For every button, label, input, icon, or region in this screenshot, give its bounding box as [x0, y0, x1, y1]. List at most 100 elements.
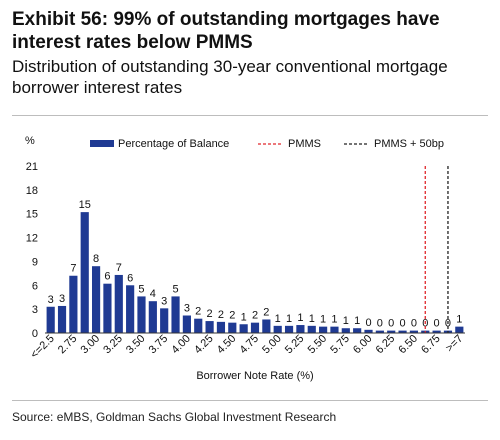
bar-value-label: 2 — [252, 310, 258, 322]
bar-value-label: 0 — [434, 318, 440, 330]
bar — [398, 330, 407, 333]
bar — [182, 315, 191, 333]
x-tick-label: 6.00 — [351, 333, 375, 357]
bar-value-label: 1 — [297, 312, 303, 324]
x-tick-label: >=7 — [444, 333, 466, 355]
bar — [273, 325, 282, 333]
bar — [409, 330, 419, 333]
bar-value-label: 3 — [161, 295, 167, 307]
bar-series: 33715867654353222212211111111000000001 — [46, 199, 464, 333]
bar — [194, 318, 203, 333]
bar-value-label: 0 — [400, 318, 406, 330]
bar-value-label: 3 — [59, 293, 65, 305]
x-tick-label: 3.50 — [124, 333, 148, 357]
bar — [250, 322, 260, 333]
bar-value-label: 4 — [150, 288, 156, 300]
bar — [307, 325, 316, 333]
bar-value-label: 2 — [195, 306, 201, 318]
mortgage-rate-distribution-chart: % Percentage of Balance PMMS PMMS + 50bp… — [25, 135, 465, 382]
x-tick-label: 4.00 — [169, 333, 193, 357]
bar-value-label: 2 — [207, 308, 213, 320]
source-note: Source: eMBS, Goldman Sachs Global Inves… — [12, 410, 337, 424]
bar-value-label: 1 — [331, 314, 337, 326]
x-tick-label: 5.25 — [283, 333, 307, 357]
bar-value-label: 1 — [320, 314, 326, 326]
bar — [319, 326, 328, 333]
bar-value-label: 5 — [172, 283, 178, 295]
bar-value-label: 1 — [456, 314, 462, 326]
bar — [364, 329, 373, 333]
y-tick-label: 21 — [26, 161, 38, 173]
x-tick-label: 3.00 — [79, 333, 103, 357]
x-tick-label: 3.75 — [147, 333, 171, 357]
x-tick-label: 5.75 — [328, 333, 352, 357]
bar — [296, 325, 305, 333]
bar — [341, 328, 350, 333]
bar — [69, 275, 78, 333]
y-tick-label: 3 — [32, 304, 38, 316]
bar — [205, 321, 214, 333]
y-tick-label: 0 — [32, 328, 38, 340]
bar — [387, 330, 396, 333]
x-tick-label: 5.50 — [306, 333, 330, 357]
bar-value-label: 0 — [388, 318, 394, 330]
bar-value-label: 2 — [218, 309, 224, 321]
bar — [114, 274, 123, 333]
bar-value-label: 7 — [116, 262, 122, 274]
x-tick-label: 2.75 — [56, 333, 80, 357]
bar — [46, 306, 55, 333]
bar — [126, 285, 135, 333]
exhibit-subtitle: Distribution of outstanding 30-year conv… — [12, 57, 448, 97]
bar — [228, 322, 237, 333]
bar-value-label: 1 — [343, 315, 349, 327]
reference-lines — [424, 166, 449, 333]
bar-value-label: 8 — [93, 253, 99, 265]
x-tick-label: 3.25 — [101, 333, 125, 357]
bar-value-label: 0 — [377, 318, 383, 330]
bar-value-label: 1 — [275, 313, 281, 325]
bar — [330, 326, 339, 333]
x-axis: <=2.5 2.75 3.00 3.25 3.50 3.75 4.00 4.25 4.50 4.7… — [28, 333, 465, 361]
bar — [432, 330, 441, 333]
bar-value-label: 3 — [184, 303, 190, 315]
bar-value-label: 1 — [241, 311, 247, 323]
legend-label-pmms-50bp: PMMS + 50bp — [374, 138, 444, 150]
x-axis-title: Borrower Note Rate (%) — [196, 370, 313, 382]
bar — [284, 325, 294, 333]
bar-value-label: 7 — [70, 263, 76, 275]
legend-swatch-balance — [90, 140, 114, 147]
x-tick-label: 4.25 — [192, 333, 216, 357]
bar — [148, 301, 157, 333]
bar-value-label: 2 — [229, 310, 235, 322]
y-tick-label: 15 — [26, 209, 38, 221]
bar-value-label: 6 — [127, 272, 133, 284]
bar-value-label: 2 — [263, 306, 269, 318]
bar-value-label: 3 — [48, 294, 54, 306]
bar-value-label: 1 — [286, 313, 292, 325]
bar — [160, 308, 169, 333]
bottom-divider — [12, 400, 488, 401]
bar — [262, 319, 271, 333]
bar-value-label: 0 — [411, 318, 417, 330]
bar-value-label: 0 — [365, 317, 371, 329]
legend-label-balance: Percentage of Balance — [118, 138, 229, 150]
bar-value-label: 1 — [354, 315, 360, 327]
bar-value-label: 6 — [104, 271, 110, 283]
y-tick-label: 9 — [32, 256, 38, 268]
x-tick-label: 6.75 — [419, 333, 443, 357]
y-tick-label: 6 — [32, 280, 38, 292]
bar — [171, 296, 180, 333]
y-tick-label: 18 — [26, 185, 38, 197]
legend-label-pmms: PMMS — [288, 138, 321, 150]
y-axis: 0 3 6 9 12 15 18 21 — [26, 161, 38, 340]
bar-value-label: 15 — [79, 199, 91, 211]
bar — [216, 321, 226, 333]
x-tick-label: 4.50 — [215, 333, 239, 357]
bar — [353, 328, 362, 333]
x-tick-label: 5.00 — [260, 333, 284, 357]
bar-value-label: 5 — [138, 283, 144, 295]
bar — [375, 330, 384, 333]
bar — [137, 296, 146, 333]
y-axis-unit-label: % — [25, 135, 35, 147]
bar — [239, 324, 248, 333]
